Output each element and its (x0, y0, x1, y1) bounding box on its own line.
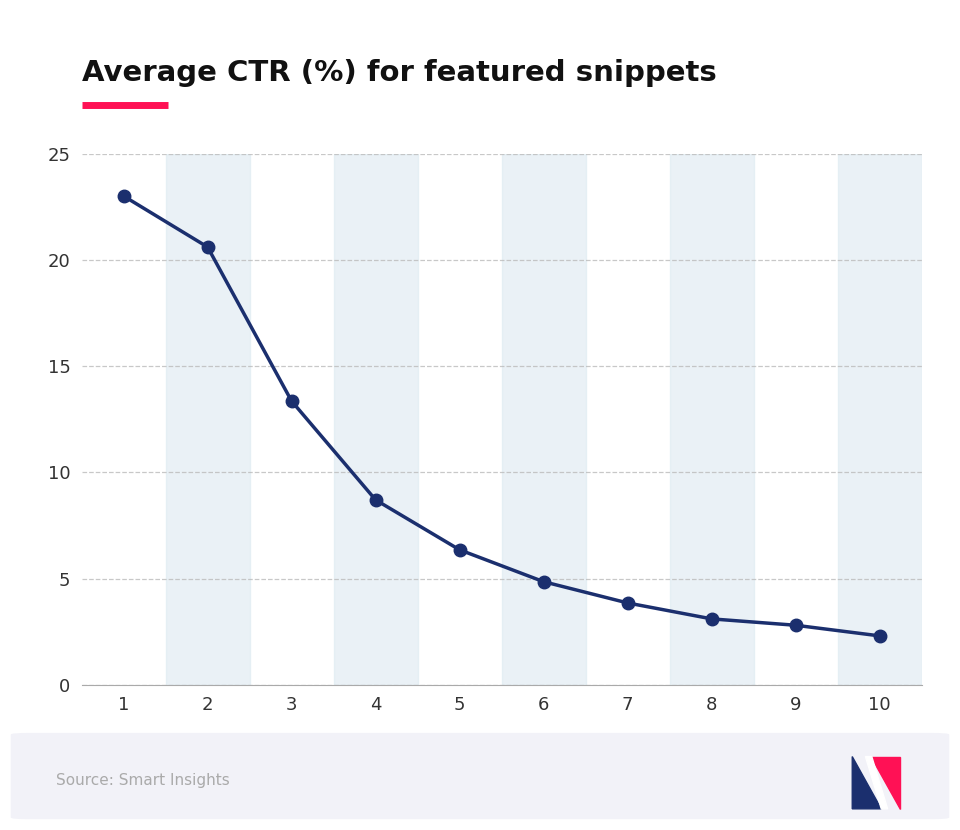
Bar (501, 154, 586, 685)
Bar (334, 154, 418, 685)
Polygon shape (852, 757, 881, 808)
Bar (837, 154, 922, 685)
Text: Average CTR (%) for featured snippets: Average CTR (%) for featured snippets (82, 59, 716, 87)
Polygon shape (871, 757, 900, 808)
X-axis label: Ranking: Ranking (454, 742, 549, 762)
Bar (670, 154, 754, 685)
Bar (166, 154, 250, 685)
FancyBboxPatch shape (11, 733, 949, 819)
Polygon shape (866, 757, 888, 808)
Text: Source: Smart Insights: Source: Smart Insights (56, 773, 229, 788)
